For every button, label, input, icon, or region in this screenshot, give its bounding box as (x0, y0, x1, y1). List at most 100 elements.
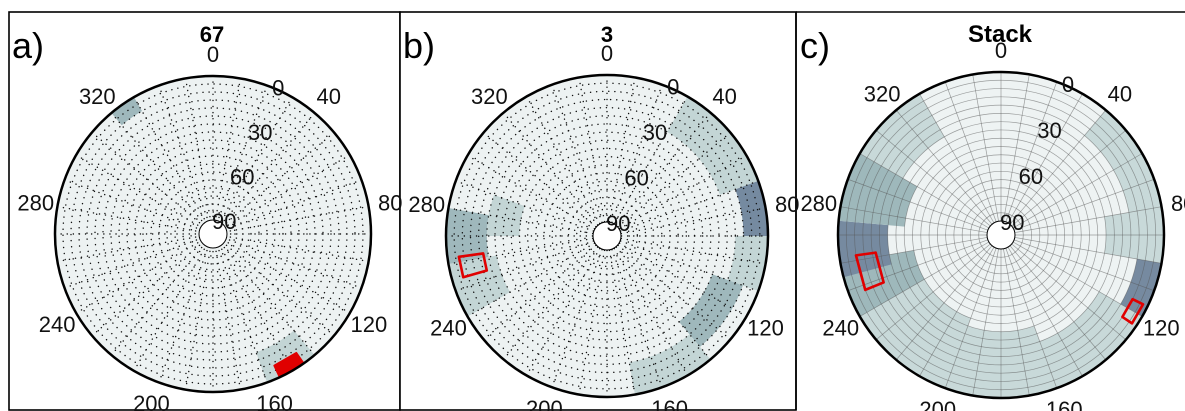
grid-spoke (158, 246, 209, 384)
grid-spoke (619, 240, 759, 292)
grid-spoke (611, 248, 663, 388)
highlight-box (854, 251, 1145, 325)
heat-cell (1084, 110, 1162, 213)
radial-labels: 030 60 90 (606, 75, 679, 236)
grid-spoke (75, 154, 202, 228)
grid-spoke (895, 109, 993, 225)
azimuth-tick-label: 0 (601, 41, 613, 66)
grid-spoke (1009, 245, 1107, 361)
grid-spoke (224, 240, 351, 314)
radial-labels: 030 60 90 (212, 76, 284, 235)
grid-ring (486, 115, 728, 357)
grid-spoke (1014, 237, 1162, 264)
panel-title: 67 (200, 22, 224, 47)
azimuth-tick-label: 120 (1143, 316, 1180, 341)
grid-spoke (1012, 153, 1143, 229)
grid-spoke (613, 247, 689, 377)
grid-spoke (1011, 243, 1127, 341)
grid-spoke (1014, 178, 1155, 231)
azimuth-tick-label: 0 (995, 38, 1007, 63)
grid-spoke (225, 238, 363, 289)
grid-spoke (875, 243, 991, 341)
grid-ring (526, 155, 688, 317)
radial-tick-label: 60 (1019, 164, 1043, 189)
grid-spoke (91, 131, 203, 226)
heat-cell (667, 96, 759, 195)
grid-spoke (219, 245, 293, 372)
radial-tick-label: 30 (643, 120, 667, 145)
grid-spoke (1007, 93, 1083, 224)
azimuth-tick-label: 200 (526, 396, 563, 411)
radial-tick-label: 30 (1037, 118, 1061, 143)
grid-spoke (133, 245, 207, 372)
grid-spoke (223, 131, 335, 226)
grid-ring (477, 106, 737, 366)
radial-tick-label: 0 (1062, 72, 1074, 97)
azimuth-tick-label: 80 (775, 192, 799, 217)
azimuth-tick-label: 320 (79, 84, 116, 109)
highlight-box (457, 252, 489, 279)
grid-ring (510, 139, 704, 333)
grid-spoke (184, 247, 212, 391)
outer-rim (444, 73, 770, 399)
grid-spoke (611, 84, 663, 224)
radial-tick-label: 90 (1000, 210, 1024, 235)
grid-spoke (944, 81, 997, 222)
grid-spoke (617, 131, 732, 228)
grid-spoke (859, 241, 990, 317)
azimuth-tick-label: 320 (471, 84, 508, 109)
panel-title: Stack (968, 21, 1033, 48)
center-hole (198, 219, 228, 249)
azimuth-tick-label: 320 (864, 81, 901, 106)
grid-spoke (847, 239, 988, 292)
center-hole (986, 220, 1016, 250)
azimuth-tick-label: 120 (351, 312, 388, 337)
grid-spoke (63, 179, 201, 230)
grid-spoke (578, 76, 606, 223)
grid-spoke (482, 244, 597, 341)
grid-spoke (608, 249, 636, 396)
azimuth-tick-label: 40 (1108, 81, 1132, 106)
grid-spoke (620, 237, 767, 265)
grid-ring (142, 163, 284, 305)
radial-tick-label: 30 (248, 120, 272, 145)
grid-spoke (75, 240, 202, 314)
grid-ring (110, 131, 316, 337)
grid-spoke (466, 242, 596, 318)
grid-spoke (1003, 248, 1030, 396)
grid-spoke (525, 247, 601, 377)
heat-cell (256, 330, 315, 383)
panel-label: b) (403, 25, 435, 66)
grid-spoke (895, 245, 993, 361)
highlight-marker (457, 252, 489, 279)
grid-spoke (613, 95, 689, 225)
radial-labels: 030 60 90 (1000, 72, 1074, 235)
grid-spoke (217, 84, 268, 222)
azimuth-tick-label: 80 (1171, 191, 1185, 216)
azimuth-tick-label: 40 (316, 84, 340, 109)
grid-spoke (502, 111, 599, 226)
azimuth-tick-label: 200 (919, 397, 956, 411)
grid-spoke (1009, 109, 1107, 225)
grid-spoke (110, 112, 205, 224)
grid-spoke (1011, 129, 1127, 227)
grid-spoke (219, 96, 293, 223)
grid-spoke (225, 179, 363, 230)
radial-tick-label: 90 (212, 209, 236, 234)
highlight-marker (854, 251, 885, 292)
grid-ring (559, 188, 655, 284)
grid-ring (94, 115, 332, 353)
grid-spoke (502, 246, 599, 361)
grid-spoke (1007, 246, 1083, 377)
grid-spoke (56, 205, 200, 233)
grid-spoke (110, 244, 205, 356)
heat-cell (111, 97, 142, 126)
grid-spoke (617, 244, 732, 341)
center-hole (592, 221, 622, 251)
grid-spoke (1014, 206, 1162, 233)
grid-spoke (447, 207, 594, 235)
grid-spoke (620, 207, 767, 235)
